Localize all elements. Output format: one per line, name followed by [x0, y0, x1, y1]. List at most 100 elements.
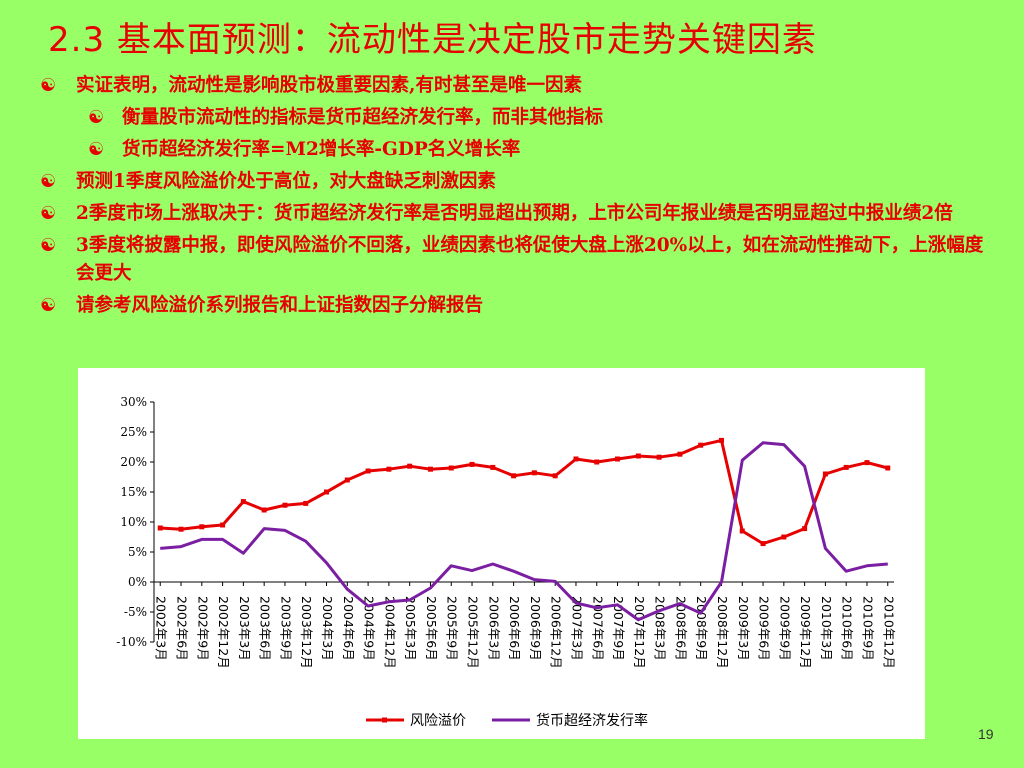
data-point	[718, 437, 724, 443]
x-tick-label: 2007年6月	[590, 596, 605, 661]
data-point	[157, 525, 163, 531]
bullet-list: ☯ 实证表明，流动性是影响股市极重要因素,有时甚至是唯一因素 ☯ 衡量股市流动性…	[40, 72, 1000, 324]
data-point	[407, 463, 413, 469]
data-point	[698, 442, 704, 448]
x-tick-label: 2010年12月	[881, 596, 896, 669]
x-tick-label: 2006年9月	[528, 596, 543, 661]
data-point	[739, 528, 745, 534]
y-tick-label: 20%	[120, 455, 147, 469]
bullet-text: 货币超经济发行率=M2增长率-GDP名义增长率	[122, 139, 521, 160]
data-point	[885, 465, 891, 471]
series-line	[160, 441, 888, 622]
x-tick-label: 2005年3月	[403, 596, 418, 661]
data-point	[864, 460, 870, 466]
bullet-text: 衡量股市流动性的指标是货币超经济发行率，而非其他指标	[122, 107, 604, 128]
yin-yang-icon: ☯	[40, 75, 57, 96]
x-tick-label: 2009年6月	[757, 596, 772, 661]
data-point	[469, 461, 475, 467]
data-point	[490, 464, 496, 470]
x-tick-label: 2009年12月	[798, 596, 813, 669]
bullet-item: ☯ 3季度将披露中报，即使风险溢价不回落，业绩因素也将促使大盘上涨20%以上，如…	[40, 232, 1000, 288]
data-point	[448, 465, 454, 471]
x-tick-label: 2007年9月	[611, 596, 626, 661]
bullet-item: ☯ 衡量股市流动性的指标是货币超经济发行率，而非其他指标	[88, 104, 1000, 132]
data-point	[677, 451, 683, 457]
data-point	[178, 526, 184, 532]
data-point	[594, 459, 600, 465]
x-tick-label: 2008年12月	[715, 596, 730, 669]
bullet-text: 请参考风险溢价系列报告和上证指数因子分解报告	[76, 295, 484, 316]
legend-label: 货币超经济发行率	[536, 712, 648, 729]
x-tick-label: 2002年12月	[216, 596, 231, 669]
x-tick-label: 2002年6月	[175, 596, 190, 661]
x-tick-label: 2005年9月	[445, 596, 460, 661]
data-point	[781, 534, 787, 540]
data-point	[511, 473, 517, 479]
y-tick-label: 25%	[120, 425, 147, 439]
x-tick-label: 2004年12月	[382, 596, 397, 669]
x-tick-label: 2009年3月	[736, 596, 751, 661]
x-tick-label: 2007年3月	[569, 596, 584, 661]
x-tick-label: 2002年3月	[154, 596, 169, 661]
y-tick-label: 5%	[128, 545, 147, 559]
x-tick-label: 2004年9月	[362, 596, 377, 661]
y-tick-label: 0%	[128, 575, 147, 589]
y-tick-label: 30%	[120, 395, 147, 409]
data-point	[635, 453, 641, 459]
x-tick-label: 2003年12月	[299, 596, 314, 669]
y-tick-label: -10%	[116, 635, 147, 649]
x-tick-label: 2009年9月	[777, 596, 792, 661]
bullet-item: ☯ 预测1季度风险溢价处于高位，对大盘缺乏刺激因素	[40, 168, 1000, 196]
data-point	[282, 502, 288, 508]
data-point	[843, 464, 849, 470]
page-number: 19	[978, 726, 994, 742]
x-tick-label: 2010年6月	[840, 596, 855, 661]
data-point	[656, 454, 662, 460]
line-chart: 30% 25% 20% 15% 10% 5% 0% -5% -10% 2002年3月 2002年6月…	[116, 395, 896, 729]
x-tick-label: 2004年6月	[341, 596, 356, 661]
data-point	[324, 489, 330, 495]
data-point	[427, 466, 433, 472]
x-tick-label: 2008年3月	[653, 596, 668, 661]
data-point	[573, 456, 579, 462]
bullet-text: 3季度将披露中报，即使风险溢价不回落，业绩因素也将促使大盘上涨20%以上，如在流…	[76, 235, 984, 284]
bullet-item: ☯ 实证表明，流动性是影响股市极重要因素,有时甚至是唯一因素	[40, 72, 1000, 100]
data-point	[552, 473, 558, 479]
x-tick-label: 2002年9月	[195, 596, 210, 661]
x-tick-label: 2005年12月	[466, 596, 481, 669]
data-point	[531, 470, 537, 476]
y-tick-label: 15%	[120, 485, 147, 499]
data-point	[365, 468, 371, 474]
data-point	[199, 524, 205, 530]
slide-title: 2.3 基本面预测：流动性是决定股市走势关键因素	[48, 20, 817, 60]
data-point	[615, 456, 621, 462]
data-point	[760, 541, 766, 547]
bullet-item: ☯ 货币超经济发行率=M2增长率-GDP名义增长率	[88, 136, 1000, 164]
x-tick-label: 2006年12月	[549, 596, 564, 669]
bullet-text: 2季度市场上涨取决于：货币超经济发行率是否明显超出预期，上市公司年报业绩是否明显…	[76, 203, 953, 224]
data-point	[802, 526, 808, 532]
x-tick-label: 2003年9月	[278, 596, 293, 661]
bullet-text: 预测1季度风险溢价处于高位，对大盘缺乏刺激因素	[76, 171, 496, 192]
data-point	[386, 466, 392, 472]
x-tick-label: 2010年9月	[860, 596, 875, 661]
bullet-item: ☯ 2季度市场上涨取决于：货币超经济发行率是否明显超出预期，上市公司年报业绩是否…	[40, 200, 1000, 228]
x-tick-label: 2004年3月	[320, 596, 335, 661]
series-line	[160, 438, 889, 546]
data-point	[344, 477, 350, 483]
x-tick-label: 2007年12月	[632, 596, 647, 669]
data-point	[261, 507, 267, 513]
x-tick-label: 2003年6月	[258, 596, 273, 661]
legend-label: 风险溢价	[410, 713, 466, 729]
x-tick-label: 2010年3月	[819, 596, 834, 661]
bullet-item: ☯ 请参考风险溢价系列报告和上证指数因子分解报告	[40, 292, 1000, 320]
yin-yang-icon: ☯	[88, 107, 105, 128]
yin-yang-icon: ☯	[40, 171, 57, 192]
yin-yang-icon: ☯	[40, 235, 57, 256]
data-point	[303, 500, 309, 506]
x-tick-label: 2008年6月	[673, 596, 688, 661]
x-tick-label: 2006年6月	[507, 596, 522, 661]
yin-yang-icon: ☯	[40, 295, 57, 316]
data-point	[220, 522, 226, 528]
yin-yang-icon: ☯	[88, 139, 105, 160]
